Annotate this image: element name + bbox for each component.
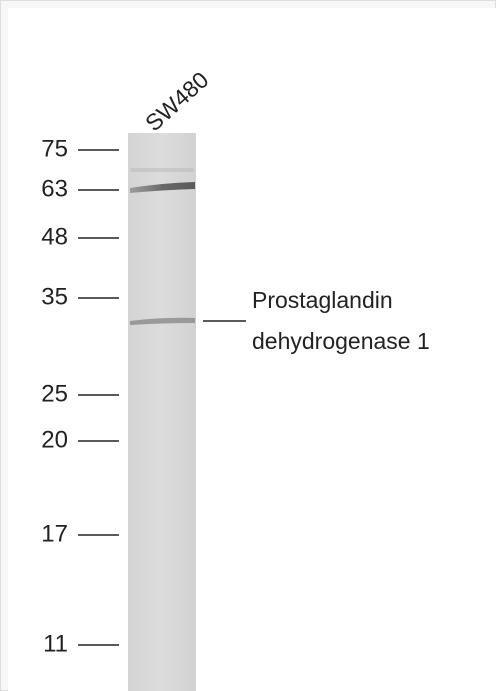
band-label-line: Prostaglandin — [252, 287, 393, 313]
marker-label: 25 — [41, 380, 68, 407]
lane — [128, 133, 196, 691]
blot-figure: SW480 Prostaglandin dehydrogenase 1 7563… — [0, 0, 496, 691]
band-label-line: dehydrogenase 1 — [252, 328, 430, 354]
marker-label: 11 — [43, 630, 68, 657]
marker-label: 20 — [41, 426, 68, 453]
marker-label: 75 — [41, 135, 68, 162]
marker-label: 35 — [41, 283, 68, 310]
marker-label: 63 — [41, 175, 68, 202]
marker-label: 48 — [41, 223, 68, 250]
faint-band — [130, 168, 194, 172]
marker-label: 17 — [41, 520, 68, 547]
